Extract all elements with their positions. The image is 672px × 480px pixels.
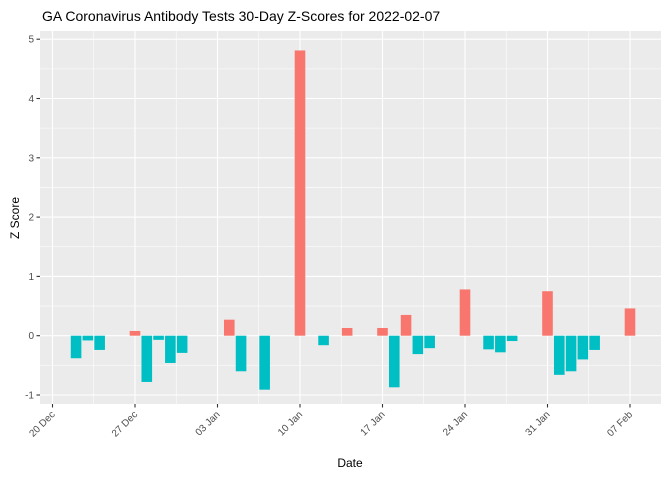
x-tick-label: 17 Jan xyxy=(359,409,388,438)
y-tick-label: 1 xyxy=(28,272,34,283)
bar xyxy=(388,335,400,388)
bar xyxy=(176,335,188,353)
bar xyxy=(294,50,306,336)
bar xyxy=(483,335,494,350)
bar xyxy=(589,335,600,350)
x-tick-label: 10 Jan xyxy=(276,409,305,438)
y-tick-label: 3 xyxy=(28,153,34,164)
y-tick-label: -1 xyxy=(25,391,34,402)
x-tick-label: 27 Dec xyxy=(110,409,140,439)
x-tick-label: 07 Feb xyxy=(605,409,635,439)
bar xyxy=(553,335,565,375)
x-axis-title: Date xyxy=(337,456,363,470)
bar xyxy=(400,314,412,336)
y-axis-title: Z Score xyxy=(8,196,22,240)
bar xyxy=(235,335,247,372)
bar xyxy=(259,335,270,390)
bar xyxy=(424,335,435,349)
x-tick-label: 03 Jan xyxy=(194,409,223,438)
y-tick-label: 5 xyxy=(28,35,34,46)
bar xyxy=(495,335,506,353)
y-tick-label: 4 xyxy=(28,94,34,105)
bar xyxy=(94,335,105,350)
bar xyxy=(624,308,636,336)
bar xyxy=(153,335,164,340)
bar xyxy=(377,327,388,336)
bar xyxy=(129,330,141,336)
x-tick-label: 20 Dec xyxy=(27,409,57,439)
bar xyxy=(459,289,471,336)
x-tick-label: 31 Jan xyxy=(524,409,553,438)
bar xyxy=(141,335,153,382)
bar xyxy=(165,335,176,363)
bar xyxy=(70,335,82,359)
bar xyxy=(82,335,94,341)
bar xyxy=(565,335,577,372)
y-tick-label: 0 xyxy=(28,331,34,342)
bar xyxy=(223,319,235,336)
bar xyxy=(577,335,589,360)
bar xyxy=(506,335,518,342)
bar xyxy=(318,335,329,346)
bar xyxy=(341,327,353,336)
x-tick-label: 24 Jan xyxy=(441,409,470,438)
y-tick-label: 2 xyxy=(28,213,34,224)
bar xyxy=(542,291,553,336)
bar xyxy=(412,335,424,355)
chart-title: GA Coronavirus Antibody Tests 30-Day Z-S… xyxy=(42,8,441,24)
